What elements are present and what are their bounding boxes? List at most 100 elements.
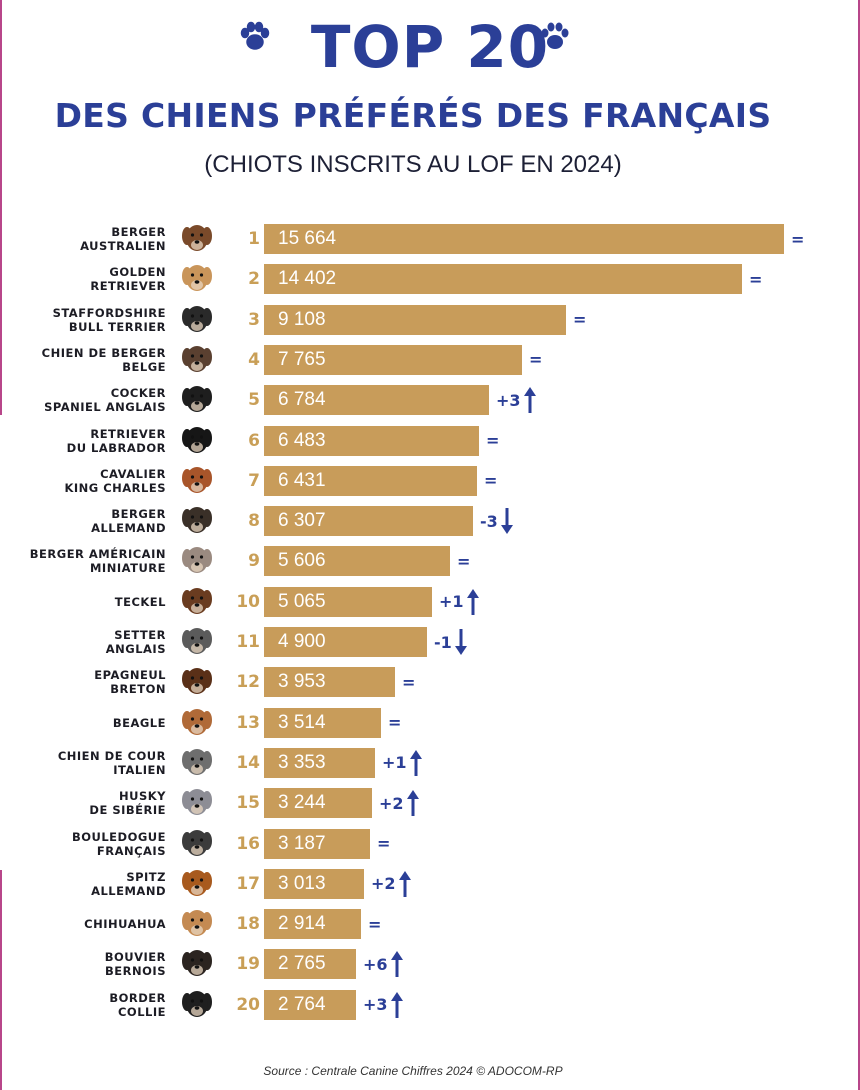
bar — [264, 868, 364, 899]
breed-name: TECKEL — [114, 594, 166, 609]
left-border-lower — [0, 870, 2, 1090]
arrow-up-icon — [390, 951, 403, 978]
rank-change-label: = — [388, 713, 402, 733]
dog-icon-berger-belge — [182, 345, 212, 372]
chart-row: COCKER SPANIEL ANGLAIS 5 6 784 +3 — [0, 380, 860, 420]
bar — [264, 385, 489, 416]
rank-number: 14 — [236, 752, 260, 773]
rank-change-label: = — [368, 914, 382, 934]
breed-name: EPAGNEUL BRETON — [94, 668, 166, 697]
arrow-up-icon — [409, 749, 422, 776]
paw-icon-right — [541, 22, 569, 49]
bar — [264, 788, 372, 819]
chart-row: BOULEDOGUE FRANÇAIS 16 3 187 = — [0, 824, 860, 864]
breed-name: STAFFORDSHIRE BULL TERRIER — [52, 305, 166, 334]
bar-value-label: 15 664 — [278, 228, 337, 249]
right-border — [858, 0, 860, 1090]
bar-value-label: 3 514 — [278, 711, 326, 733]
rank-change-label: +1 — [439, 592, 464, 612]
bar — [264, 344, 522, 375]
dog-icon-cavalier — [182, 466, 212, 493]
rank-change-label: +2 — [379, 793, 404, 813]
chart-row: STAFFORDSHIRE BULL TERRIER 3 9 108 = — [0, 300, 860, 340]
rank-change: = — [388, 703, 401, 743]
source-note: Source : Centrale Canine Chiffres 2024 ©… — [263, 1064, 563, 1078]
bar — [264, 425, 479, 456]
rank-number: 19 — [236, 954, 260, 975]
bar-value-label: 6 307 — [278, 510, 326, 532]
breed-name: CHIEN DE BERGER BELGE — [41, 345, 166, 374]
dog-icon-berger-allemand — [182, 507, 212, 534]
chart-row: BOUVIER BERNOIS 19 2 765 +6 — [0, 944, 860, 984]
bar-value-label: 3 013 — [278, 872, 326, 894]
bar-value-label: 3 244 — [278, 792, 326, 814]
dog-icon-berger-americain — [182, 547, 212, 574]
rank-change-label: +3 — [496, 390, 521, 410]
arrow-up-icon — [523, 387, 536, 414]
chart-subtitle: DES CHIENS PRÉFÉRÉS DES FRANÇAIS — [54, 96, 772, 135]
chart-row: BERGER ALLEMAND 8 6 307 -3 — [0, 501, 860, 541]
bar-value-label: 5 606 — [278, 550, 326, 572]
dog-icon-epagneul — [182, 668, 212, 695]
rank-change-label: -1 — [434, 632, 452, 652]
rank-number: 16 — [236, 833, 260, 854]
rank-number: 2 — [248, 269, 260, 290]
arrow-up-icon — [390, 991, 403, 1018]
bar — [264, 989, 356, 1020]
breed-name: BERGER ALLEMAND — [91, 507, 166, 536]
rank-change: = — [368, 904, 381, 944]
rank-number: 13 — [236, 712, 260, 733]
bar — [264, 224, 784, 254]
chart-row: EPAGNEUL BRETON 12 3 953 = — [0, 662, 860, 702]
dog-icon-husky — [182, 789, 212, 816]
rank-number: 5 — [248, 390, 260, 411]
dog-icon-spitz — [182, 869, 212, 896]
rank-change-label: +2 — [371, 874, 396, 894]
rank-change-label: = — [457, 551, 471, 571]
bar — [264, 667, 395, 698]
arrow-down-icon — [454, 629, 467, 655]
rank-change: = — [484, 461, 497, 501]
breed-name: BERGER AUSTRALIEN — [80, 225, 166, 253]
left-border — [0, 0, 2, 415]
bar-value-label: 2 765 — [278, 953, 326, 975]
breed-name: GOLDEN RETRIEVER — [90, 265, 166, 294]
arrow-down-icon — [500, 508, 513, 535]
bar-value-label: 4 900 — [278, 631, 326, 652]
bar-value-label: 9 108 — [278, 308, 326, 330]
arrow-up-icon — [466, 588, 479, 615]
bar — [264, 546, 450, 577]
bar-value-label: 5 065 — [278, 590, 326, 612]
bar — [264, 747, 375, 778]
rank-number: 11 — [236, 632, 260, 652]
bar — [264, 949, 356, 980]
rank-change: = — [486, 421, 499, 461]
dog-icon-bouledogue — [182, 829, 212, 856]
bar — [264, 828, 370, 859]
dog-icon-labrador — [182, 426, 212, 453]
bar — [264, 586, 432, 617]
dog-icon-berger-australien — [182, 225, 212, 251]
breed-name: BOULEDOGUE FRANÇAIS — [71, 829, 166, 858]
rank-change: = — [749, 259, 762, 299]
bar — [264, 707, 381, 738]
breed-name: RETRIEVER DU LABRADOR — [66, 426, 166, 455]
bar — [264, 264, 742, 295]
chart-row: HUSKY DE SIBÉRIE 15 3 244 +2 — [0, 783, 860, 823]
dog-icon-cane-corso — [182, 748, 212, 775]
bar-value-label: 6 431 — [278, 469, 326, 491]
rank-number: 20 — [236, 994, 260, 1015]
rank-change: +2 — [379, 783, 419, 823]
chart-title: TOP 20 — [310, 13, 550, 81]
rank-number: 4 — [248, 349, 260, 370]
bar — [264, 627, 427, 657]
breed-name: BOUVIER BERNOIS — [104, 950, 166, 979]
chart-row: BORDER COLLIE 20 2 764 +3 — [0, 985, 860, 1025]
dog-icon-bouvier — [182, 950, 212, 977]
bar-value-label: 6 483 — [278, 429, 326, 451]
rank-change: +1 — [382, 743, 422, 783]
rank-number: 15 — [236, 793, 260, 814]
rank-change-label: -3 — [480, 511, 498, 531]
rank-change: +6 — [363, 944, 403, 984]
bar — [264, 909, 361, 940]
